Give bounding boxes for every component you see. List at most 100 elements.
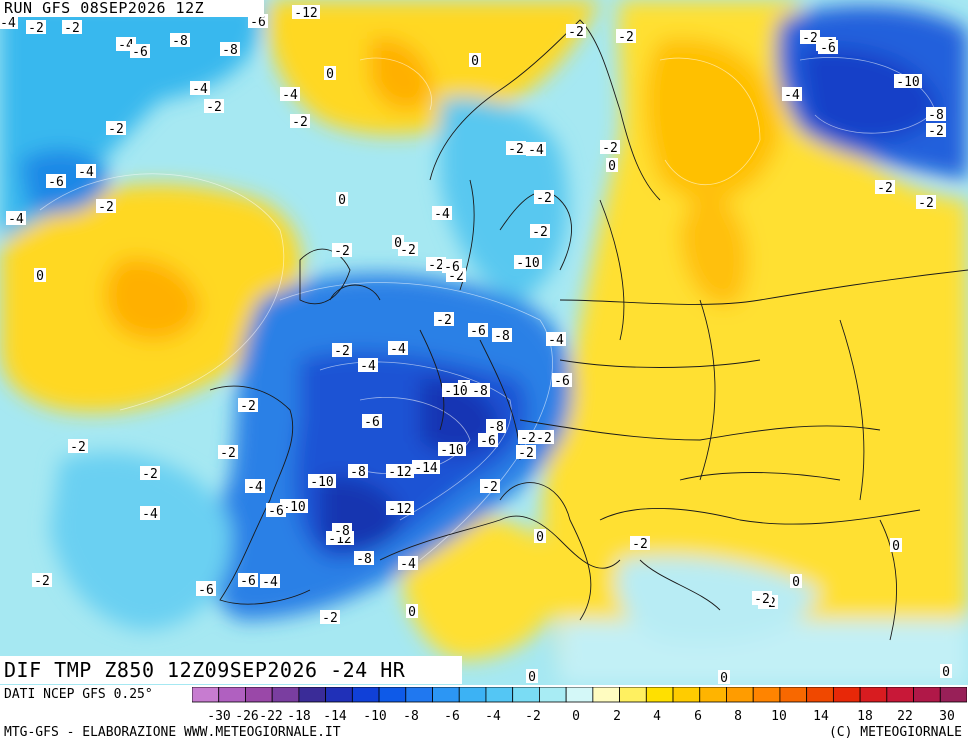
- color-scale-cell: [218, 687, 246, 703]
- contour-label-text: -2: [568, 25, 584, 40]
- contour-label: -6: [46, 174, 66, 190]
- contour-label: 0: [940, 664, 952, 680]
- contour-label-bg: [130, 44, 150, 58]
- contour-label-text: -2: [508, 142, 524, 157]
- contour-label-bg: [6, 211, 26, 225]
- data-source-note: DATI NCEP GFS 0.25°: [4, 687, 153, 702]
- contour-label: -2: [566, 24, 586, 40]
- contour-label-text: 0: [942, 665, 950, 680]
- contour-label: -2: [26, 20, 46, 36]
- contour-label-text: 0: [720, 671, 728, 685]
- contour-label-bg: [894, 74, 922, 88]
- contour-label: -8: [926, 107, 946, 123]
- contour-label: -2: [530, 224, 550, 240]
- color-scale-tick-label: -10: [363, 709, 386, 723]
- contour-label: -2: [534, 430, 554, 446]
- contour-label: -4: [245, 479, 265, 495]
- color-scale-cell: [485, 687, 514, 703]
- contour-label: -2: [238, 398, 258, 414]
- contour-label-text: -6: [240, 574, 256, 589]
- color-scale-cell: [832, 687, 861, 703]
- contour-label-bg: [718, 670, 730, 684]
- contour-label: 0: [790, 574, 802, 590]
- color-scale-cell: [271, 687, 300, 703]
- contour-label: -6: [818, 40, 838, 56]
- contour-label-text: -2: [322, 611, 338, 626]
- contour-label-text: -6: [198, 583, 214, 598]
- contour-label-text: -6: [364, 415, 380, 430]
- contour-label-text: -4: [548, 333, 564, 348]
- contour-label-text: 0: [408, 605, 416, 620]
- contour-label: -8: [348, 464, 368, 480]
- color-scale-cell: [458, 687, 487, 703]
- contour-label: -2: [32, 573, 52, 589]
- contour-label-bg: [392, 235, 404, 249]
- color-scale-tick-label: -26: [235, 709, 258, 723]
- contour-label-text: -4: [784, 88, 800, 103]
- contour-label-bg: [362, 414, 382, 428]
- contour-label-bg: [534, 529, 546, 543]
- contour-label: -14: [412, 460, 440, 476]
- color-scale-cell: [378, 687, 407, 703]
- contour-label-bg: [238, 573, 258, 587]
- contour-label-bg: [34, 268, 46, 282]
- contour-label-text: -6: [444, 260, 460, 275]
- color-scale-tick-label: -4: [485, 709, 501, 723]
- contour-label: -2: [506, 141, 526, 157]
- contour-label-bg: [170, 33, 190, 47]
- contour-label-text: -10: [896, 75, 919, 90]
- contour-label-bg: [530, 224, 550, 238]
- color-scale-cell: [592, 687, 620, 703]
- color-scale-legend: -30 -26 -22 -18 -14 -10 -8 -6 -4 -2 0 2 4 6 8 10 14 18 22 3…: [192, 687, 967, 723]
- contour-label-text: -4: [142, 507, 158, 522]
- contour-label: -10: [308, 474, 336, 490]
- contour-label-bg: [752, 591, 772, 605]
- contour-label: -12: [386, 501, 414, 517]
- contour-label-bg: [218, 445, 238, 459]
- contour-label-text: -6: [470, 324, 486, 339]
- contour-label: 0: [406, 604, 418, 620]
- contour-label: -2: [800, 30, 820, 46]
- color-scale-cell: [298, 687, 327, 703]
- contour-label: 0: [336, 192, 348, 208]
- contour-label-bg: [790, 574, 802, 588]
- contour-label: -2: [926, 123, 946, 139]
- color-scale-cell: [779, 687, 808, 703]
- color-scale-cell: [726, 687, 754, 703]
- contour-label-bg: [266, 503, 286, 517]
- color-scale-tick-label: 6: [694, 709, 702, 723]
- contour-label-text: -2: [220, 446, 236, 461]
- contour-label: -6: [552, 373, 572, 389]
- contour-label-bg: [0, 15, 18, 29]
- contour-label-text: -2: [536, 191, 552, 206]
- contour-label: -2: [218, 445, 238, 461]
- contour-label-bg: [469, 53, 481, 67]
- color-scale-cell: [752, 687, 781, 703]
- contour-label: -2: [204, 99, 224, 115]
- contour-label: -2: [426, 257, 446, 273]
- contour-label: -2: [68, 439, 88, 455]
- contour-label-text: -2: [754, 592, 770, 607]
- contour-label: -2: [320, 610, 340, 626]
- contour-label-text: -2: [64, 21, 80, 36]
- color-scale-cell: [859, 687, 888, 703]
- contour-label-text: -8: [356, 552, 372, 567]
- contour-label-bg: [348, 464, 368, 478]
- run-title: RUN GFS 08SEP2026 12Z: [0, 0, 264, 17]
- contour-label-text: -2: [482, 480, 498, 495]
- color-scale-cell: [913, 687, 941, 703]
- contour-label-bg: [506, 141, 526, 155]
- contour-label: -4: [358, 358, 378, 374]
- contour-label-text: 0: [892, 539, 900, 554]
- contour-label-text: -6: [250, 15, 266, 30]
- contour-label-bg: [890, 538, 902, 552]
- contour-label: -4: [76, 164, 96, 180]
- contour-label: -4: [526, 142, 546, 158]
- contour-label: -4: [782, 87, 802, 103]
- contour-label-bg: [140, 506, 160, 520]
- contour-label: -6: [130, 44, 150, 60]
- contour-label: -12: [292, 5, 320, 21]
- contour-label-bg: [818, 40, 838, 54]
- contour-label-bg: [782, 87, 802, 101]
